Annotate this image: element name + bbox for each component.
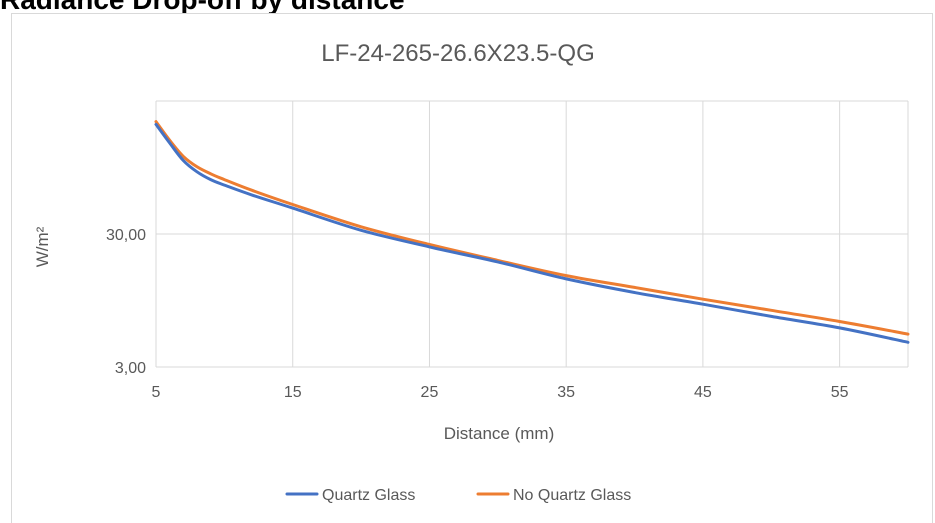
legend-label-no-quartz-glass: No Quartz Glass bbox=[513, 487, 631, 504]
series-line-quartz-glass bbox=[154, 122, 910, 344]
x-tick-label: 25 bbox=[421, 384, 439, 401]
legend-label-quartz-glass: Quartz Glass bbox=[322, 487, 415, 504]
grid-layer bbox=[155, 100, 909, 368]
tick-labels: 5 15 25 35 45 55 3,00 30,00 bbox=[106, 227, 849, 401]
series-line-no-quartz-glass bbox=[154, 120, 910, 336]
chart-title: LF-24-265-26.6X23.5-QG bbox=[321, 40, 594, 67]
x-tick-label: 35 bbox=[557, 384, 575, 401]
y-tick-label: 30,00 bbox=[106, 227, 146, 244]
x-tick-label: 45 bbox=[694, 384, 712, 401]
section-heading: Radiance Drop-off by distance bbox=[0, 0, 405, 17]
x-axis-title: Distance (mm) bbox=[444, 424, 555, 443]
x-tick-label: 15 bbox=[284, 384, 302, 401]
chart-svg: LF-24-265-26.6X23.5-QG 5 15 25 35 45 55 3,00 30… bbox=[33, 40, 910, 504]
chart-container: LF-24-265-26.6X23.5-QG 5 15 25 35 45 55 3,00 30… bbox=[11, 13, 933, 523]
y-axis-title: W/m² bbox=[33, 226, 52, 267]
x-tick-label: 55 bbox=[831, 384, 849, 401]
y-tick-label: 3,00 bbox=[115, 360, 146, 377]
legend: Quartz Glass No Quartz Glass bbox=[285, 487, 631, 504]
series-layer bbox=[154, 120, 910, 344]
x-tick-label: 5 bbox=[152, 384, 161, 401]
